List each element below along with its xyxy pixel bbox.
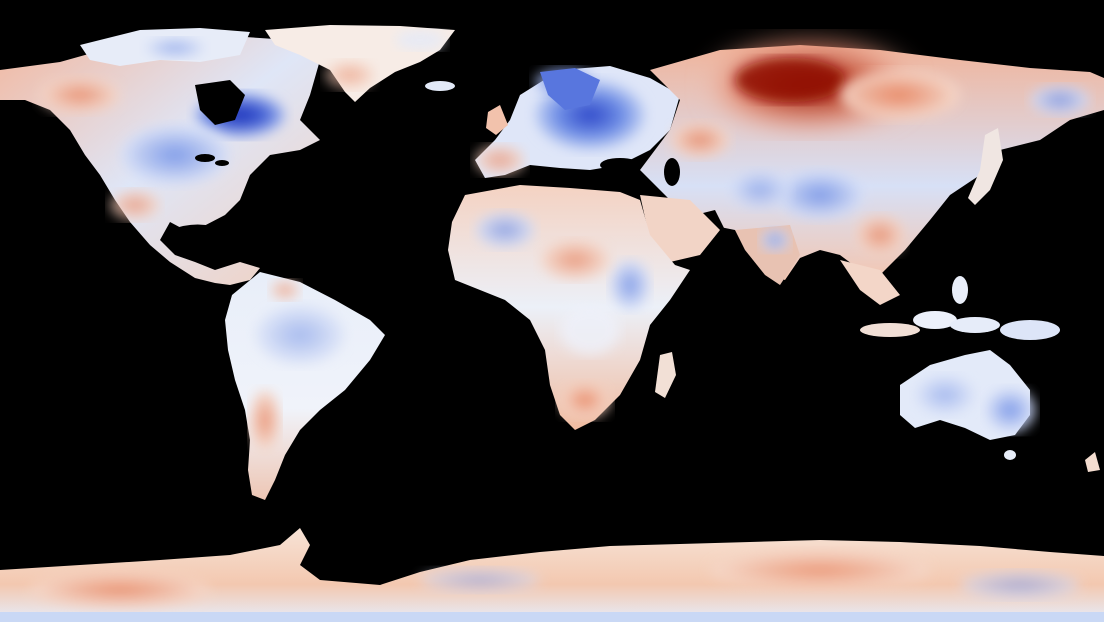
tasmania (1004, 450, 1016, 460)
new-zealand (1085, 452, 1100, 472)
iceland (425, 81, 455, 91)
africa-landmass (448, 185, 690, 430)
scandinavia (540, 68, 600, 110)
arctic-archipelago (80, 28, 250, 66)
arabian-peninsula (640, 195, 720, 262)
japan (968, 128, 1003, 205)
greenland (265, 25, 455, 102)
british-isles (486, 105, 508, 135)
madagascar (655, 352, 676, 398)
south-america-landmass (225, 272, 385, 500)
southeast-asia (840, 260, 1060, 340)
australia-landmass (900, 350, 1035, 440)
antarctica-landmass (0, 528, 1104, 622)
north-america-landmass (0, 36, 320, 285)
asia-landmass (600, 45, 1104, 280)
